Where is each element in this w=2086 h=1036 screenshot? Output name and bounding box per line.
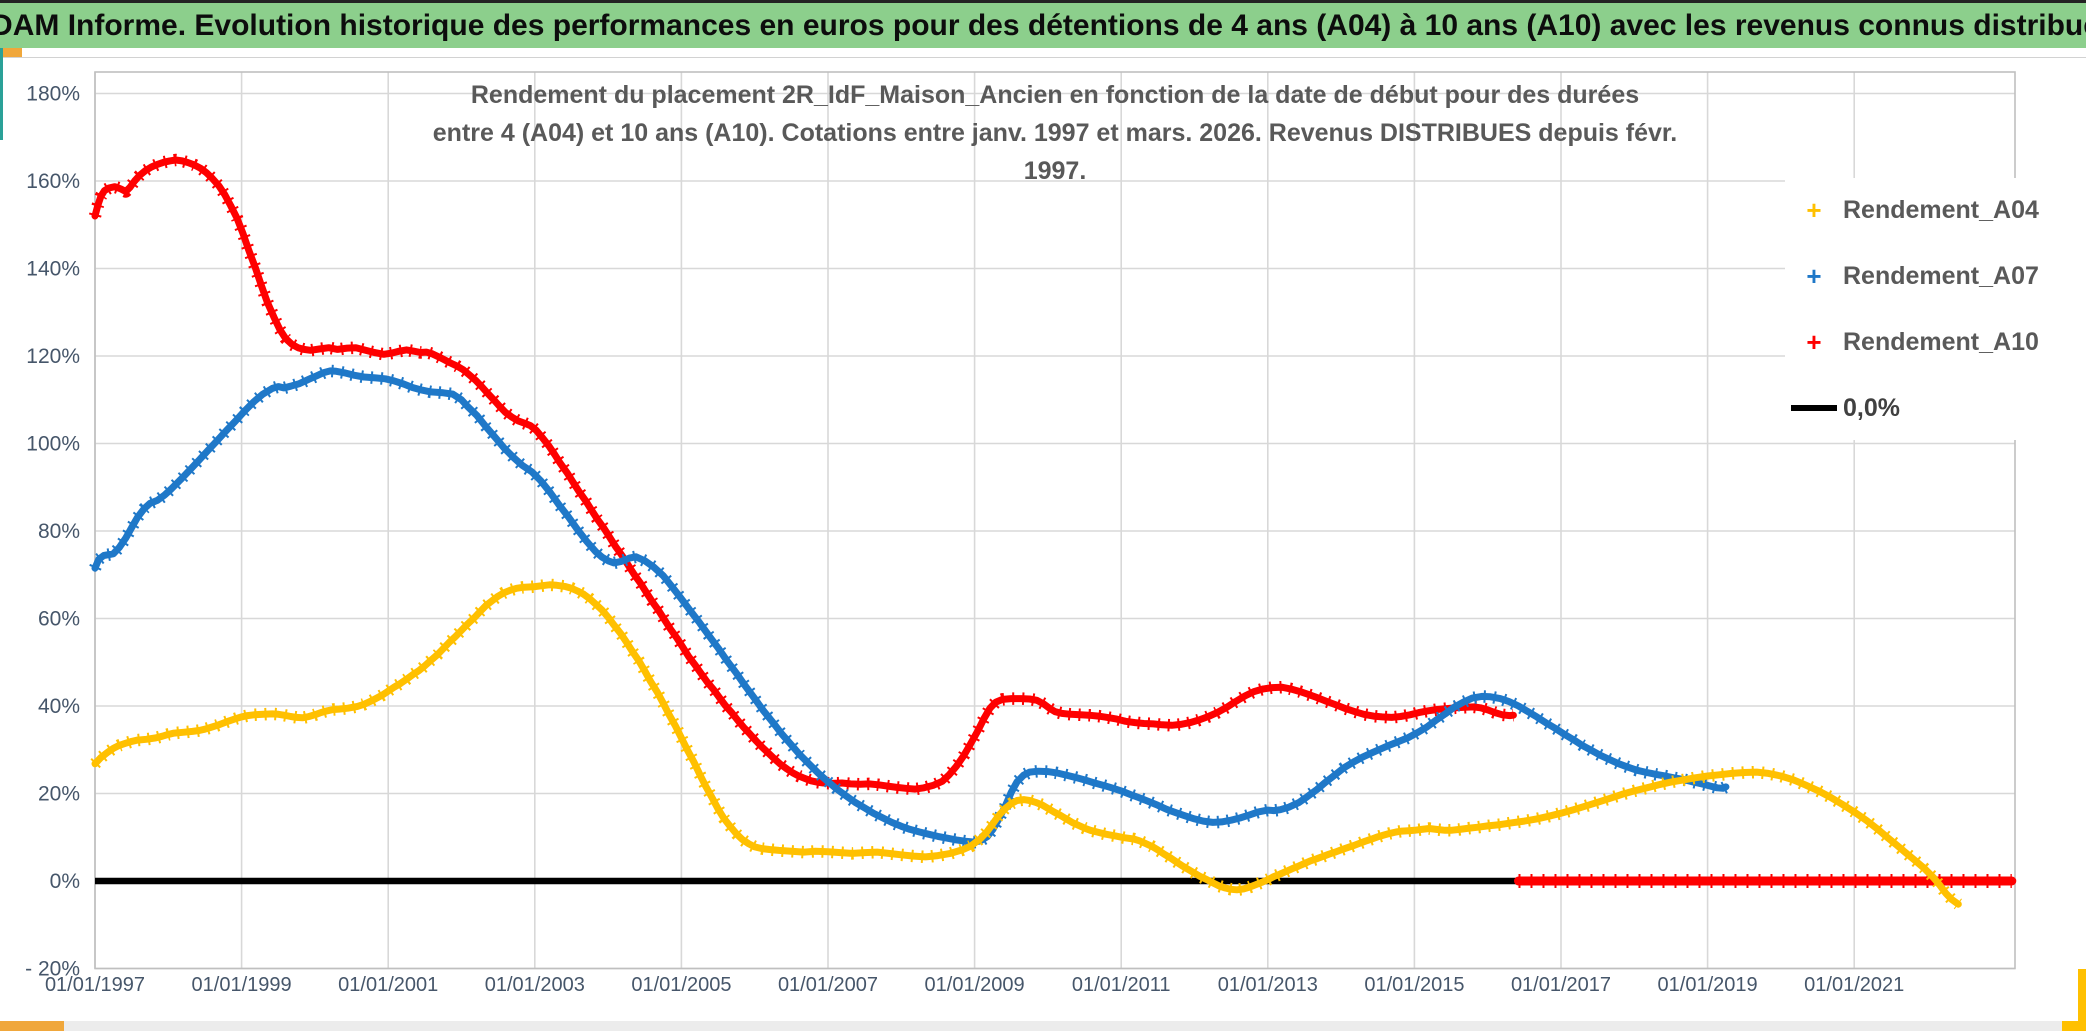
x-axis-label: 01/01/1999 bbox=[192, 974, 292, 996]
legend-item-rendement-a07[interactable]: + Rendement_A07 bbox=[1785, 250, 2058, 302]
bottom-strip-yellow bbox=[2062, 1021, 2086, 1031]
legend-label: Rendement_A07 bbox=[1843, 261, 2039, 290]
y-axis-label: 160% bbox=[26, 170, 80, 193]
x-axis-label: 01/01/2007 bbox=[778, 974, 878, 996]
series-rendement-a04[interactable] bbox=[91, 581, 1962, 908]
x-axis-label: 01/01/2013 bbox=[1218, 974, 1318, 996]
legend-plus-marker-icon: + bbox=[1806, 327, 1822, 357]
chart-title-line1: Rendement du placement 2R_IdF_Maison_Anc… bbox=[470, 81, 1640, 109]
x-axis-label: 01/01/2017 bbox=[1511, 974, 1611, 996]
series-rendement-a04-markers bbox=[90, 578, 1962, 910]
x-axis-label: 01/01/2003 bbox=[485, 974, 585, 996]
bottom-strip-orange bbox=[0, 1021, 64, 1031]
y-axis-label: 140% bbox=[26, 258, 80, 281]
x-axis-label: 01/01/2009 bbox=[925, 974, 1025, 996]
window-top-edge bbox=[0, 0, 2086, 3]
chart-legend: + Rendement_A04 + Rendement_A07 + Rendement_A… bbox=[1785, 178, 2058, 440]
chart-title-line2: entre 4 (A04) et 10 ans (A10). Cotations… bbox=[432, 119, 1678, 185]
legend-label: Rendement_A04 bbox=[1843, 195, 2039, 224]
series-rendement-a10[interactable] bbox=[91, 156, 1517, 793]
y-axis-label: 100% bbox=[26, 433, 80, 456]
legend-plus-marker-icon: + bbox=[1806, 261, 1822, 291]
y-axis-label: 20% bbox=[38, 783, 80, 806]
legend-plus-marker-icon: + bbox=[1806, 195, 1822, 225]
legend-item-rendement-a10[interactable]: + Rendement_A10 bbox=[1785, 316, 2058, 368]
y-axis-label: - 20% bbox=[25, 958, 80, 981]
bottom-edge-strip bbox=[0, 1021, 2086, 1031]
legend-label: Rendement_A10 bbox=[1843, 327, 2039, 356]
header-divider bbox=[0, 57, 2086, 58]
x-axis-label: 01/01/2021 bbox=[1804, 974, 1904, 996]
report-header-bar: ADAM Informe. Evolution historique des p… bbox=[0, 3, 2086, 48]
series-rendement-a07[interactable] bbox=[91, 367, 1730, 846]
legend-label: 0,0% bbox=[1843, 393, 1900, 422]
right-edge-yellow-bar bbox=[2078, 969, 2086, 1031]
x-axis-label: 01/01/1997 bbox=[45, 974, 145, 996]
legend-item-rendement-a04[interactable]: + Rendement_A04 bbox=[1785, 184, 2058, 236]
y-axis-label: 0% bbox=[50, 870, 80, 893]
x-axis-label: 01/01/2011 bbox=[1072, 974, 1171, 996]
plot-border bbox=[94, 71, 2016, 970]
x-axis-label: 01/01/2005 bbox=[631, 974, 731, 996]
x-axis-label: 01/01/2015 bbox=[1364, 974, 1464, 996]
orange-tab-decoration bbox=[0, 48, 22, 57]
left-edge-marker bbox=[0, 48, 3, 140]
legend-line-marker-icon bbox=[1791, 405, 1837, 411]
y-axis-label: 60% bbox=[38, 608, 80, 631]
y-axis-label: 180% bbox=[26, 83, 80, 106]
bottom-strip-gray bbox=[0, 1021, 2086, 1031]
legend-item-0-0-[interactable]: 0,0% bbox=[1785, 382, 2058, 434]
series-rendement-a07-markers bbox=[89, 364, 1730, 849]
chart-title: Rendement du placement 2R_IdF_Maison_Anc… bbox=[430, 76, 1680, 190]
x-axis-label: 01/01/2001 bbox=[338, 974, 438, 996]
y-axis-label: 40% bbox=[38, 695, 80, 718]
y-axis-label: 80% bbox=[38, 520, 80, 543]
report-title: ADAM Informe. Evolution historique des p… bbox=[0, 8, 2086, 42]
x-axis-label: 01/01/2019 bbox=[1658, 974, 1758, 996]
y-axis-label: 120% bbox=[26, 345, 80, 368]
